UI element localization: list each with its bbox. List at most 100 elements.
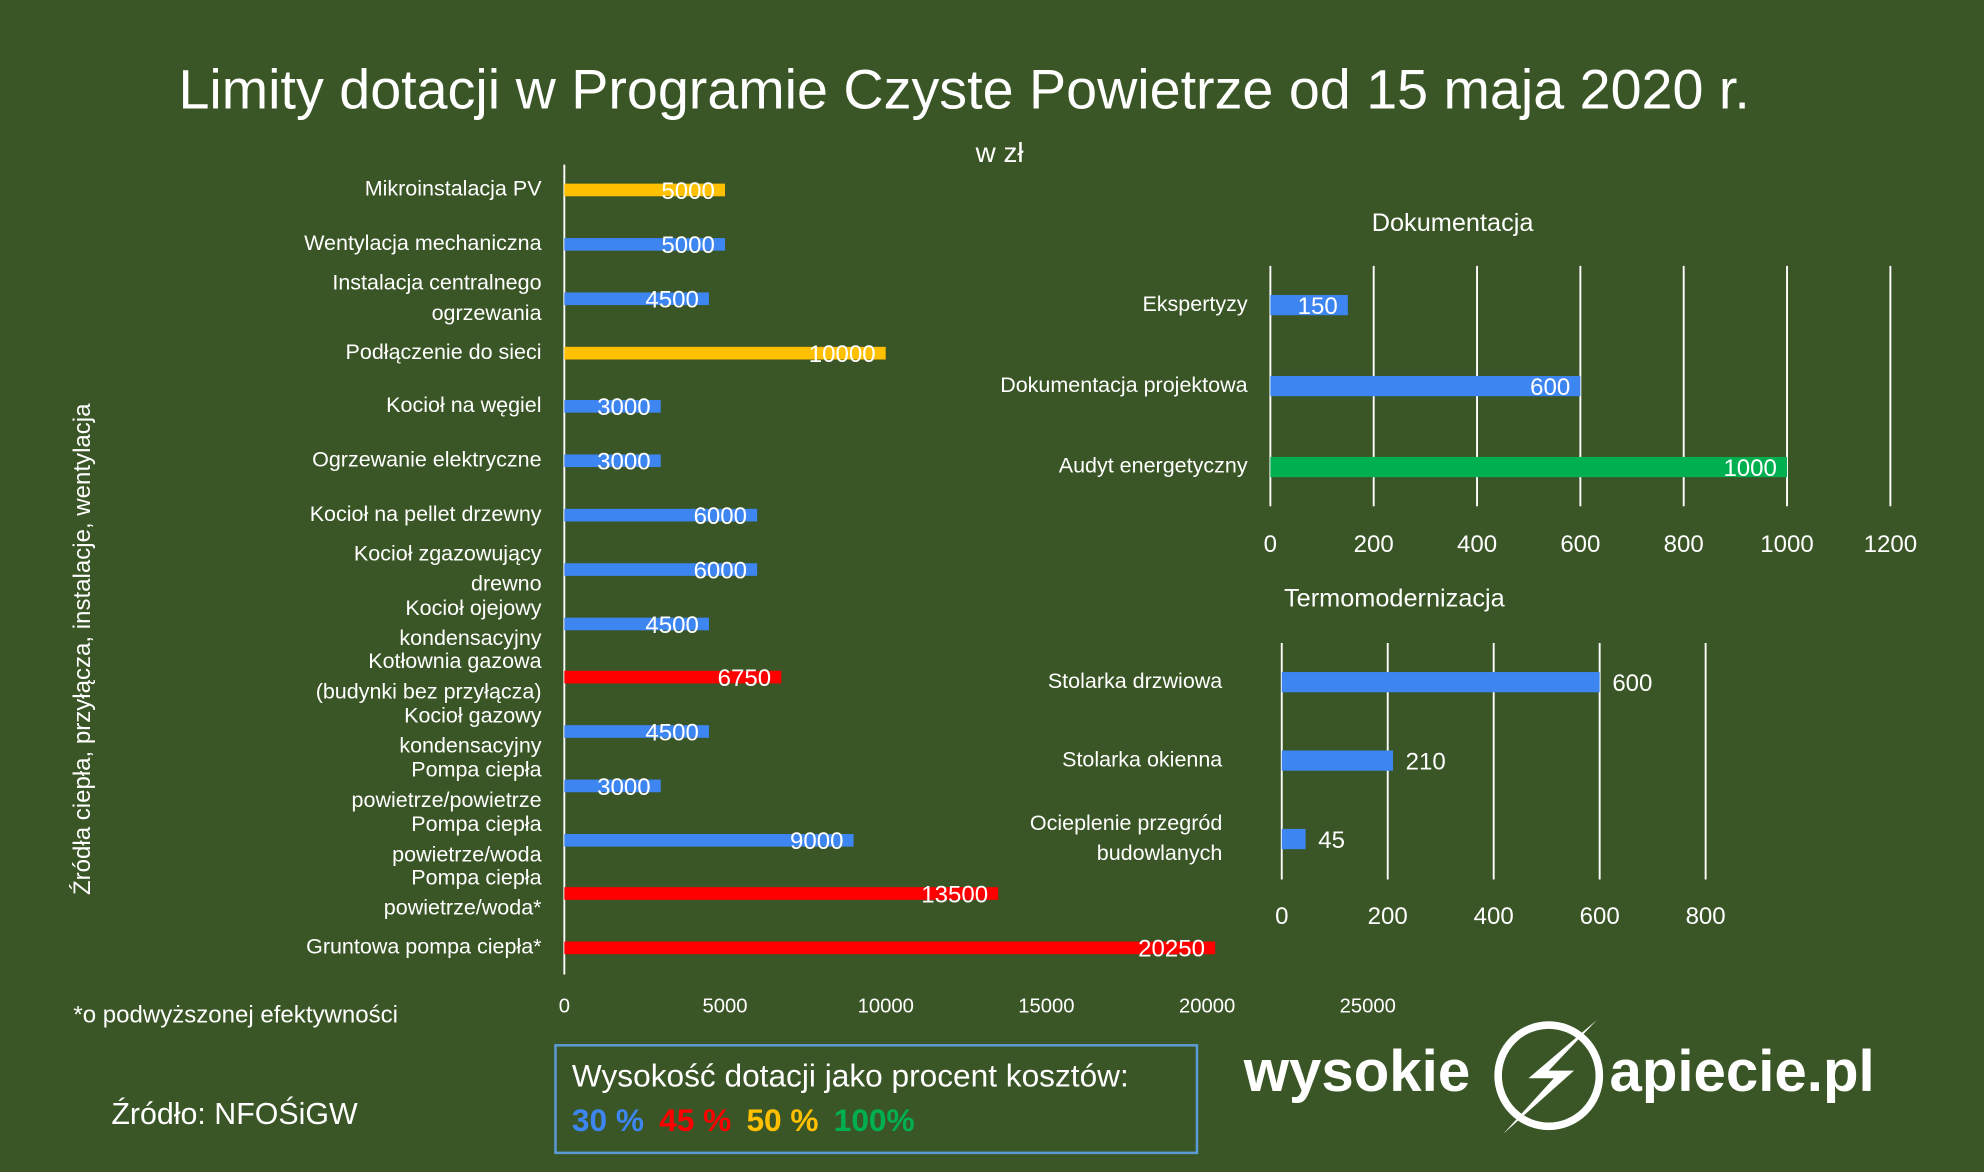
bar	[1281, 672, 1600, 693]
data-label: 4500	[645, 287, 698, 314]
logo-left: wysokie	[1243, 1039, 1470, 1104]
x-tick-label: 0	[1264, 531, 1277, 558]
x-tick-label: 600	[1580, 903, 1620, 930]
data-label: 45	[1318, 827, 1345, 854]
x-tick-label: 600	[1560, 531, 1600, 558]
bar	[564, 725, 709, 738]
x-tick-label: 0	[559, 996, 570, 1018]
data-label: 13500	[921, 881, 988, 908]
category-label: Ekspertyzy	[1142, 292, 1247, 316]
bar	[564, 563, 758, 576]
logo-icon	[1494, 1020, 1604, 1134]
category-label: Podłączenie do sieci	[346, 340, 542, 364]
category-label: Pompa ciepła powietrze/woda	[392, 812, 541, 866]
data-label: 6000	[694, 503, 747, 530]
category-label: Ogrzewanie elektryczne	[312, 447, 541, 471]
legend-title: Wysokość dotacji jako procent kosztów:	[572, 1058, 1129, 1094]
data-label: 4500	[645, 719, 698, 746]
bar	[564, 941, 1216, 955]
category-label: Mikroinstalacja PV	[365, 177, 542, 201]
data-label: 150	[1298, 293, 1338, 320]
category-label: Kocioł ojejowy kondensacyjny	[399, 595, 541, 649]
bar	[564, 238, 726, 251]
chart-title: Dokumentacja	[1372, 209, 1535, 237]
bar	[564, 617, 709, 631]
x-tick-label: 5000	[703, 996, 748, 1018]
category-label: Stolarka okienna	[1062, 747, 1222, 771]
data-label: 3000	[597, 394, 650, 421]
data-label: 6000	[694, 557, 747, 584]
data-label: 1000	[1723, 455, 1776, 482]
bar	[564, 292, 709, 306]
x-tick-label: 20000	[1179, 996, 1235, 1018]
x-tick-label: 10000	[858, 996, 914, 1018]
subtitle: w zł	[975, 137, 1024, 168]
x-tick-label: 200	[1368, 903, 1408, 930]
legend-item: 100%	[834, 1102, 915, 1138]
chart-title: Termomodernizacja	[1284, 585, 1506, 613]
bar	[564, 183, 726, 197]
data-label: 600	[1612, 670, 1652, 697]
x-tick-label: 400	[1474, 903, 1514, 930]
bar	[564, 670, 782, 684]
x-tick-label: 25000	[1340, 996, 1396, 1018]
x-tick-label: 15000	[1018, 996, 1074, 1018]
bar	[564, 887, 999, 900]
x-tick-label: 400	[1457, 531, 1497, 558]
source: Źródło: NFOŚiGW	[111, 1097, 358, 1131]
bar	[564, 400, 661, 413]
bar	[564, 508, 758, 522]
y-axis-label: Źródła ciepła, przyłącza, instalacje, we…	[69, 403, 96, 895]
bar	[1281, 750, 1394, 771]
x-tick-label: 1200	[1864, 531, 1917, 558]
category-label: Pompa ciepła powietrze/woda*	[384, 865, 542, 919]
bar	[564, 346, 886, 360]
title: Limity dotacji w Programie Czyste Powiet…	[178, 58, 1749, 120]
bar	[1270, 456, 1788, 478]
data-label: 5000	[661, 178, 714, 205]
category-label: Kocioł na pellet drzewny	[310, 502, 542, 526]
legend-item: 45 %	[659, 1102, 731, 1138]
category-label: Kocioł na węgiel	[386, 393, 541, 417]
category-label: Instalacja centralnego ogrzewania	[332, 270, 541, 324]
data-label: 4500	[645, 612, 698, 639]
x-tick-label: 200	[1354, 531, 1394, 558]
data-label: 20250	[1138, 936, 1205, 963]
legend-item: 30 %	[572, 1102, 644, 1138]
category-label: Stolarka drzwiowa	[1048, 669, 1222, 693]
footnote: *o podwyższonej efektywności	[73, 1002, 398, 1029]
category-label: Kocioł zgazowujący drewno	[354, 541, 542, 595]
category-label: Pompa ciepła powietrze/powietrze	[352, 757, 542, 811]
x-tick-label: 800	[1664, 531, 1704, 558]
category-label: Kotłownia gazowa (budynki bez przyłącza)	[316, 649, 542, 703]
data-label: 9000	[790, 828, 843, 855]
data-label: 3000	[597, 774, 650, 801]
bar	[1281, 828, 1306, 850]
category-label: Wentylacja mechaniczna	[304, 231, 541, 255]
category-label: Dokumentacja projektowa	[1000, 373, 1247, 397]
bar	[1270, 375, 1581, 397]
category-label: Gruntowa pompa ciepła*	[306, 935, 542, 959]
x-tick-label: 1000	[1760, 531, 1813, 558]
x-tick-label: 0	[1275, 903, 1288, 930]
data-label: 10000	[809, 341, 876, 368]
data-label: 3000	[597, 449, 650, 476]
bar	[564, 779, 661, 793]
logo-right: apiecie.pl	[1609, 1039, 1874, 1104]
data-label: 6750	[718, 665, 771, 692]
bar	[564, 454, 661, 468]
category-label: Audyt energetyczny	[1059, 454, 1248, 478]
x-tick-label: 800	[1686, 903, 1726, 930]
data-label: 5000	[661, 232, 714, 259]
bar	[1270, 294, 1348, 316]
legend-box	[554, 1044, 1199, 1155]
legend-item: 50 %	[746, 1102, 818, 1138]
data-label: 600	[1530, 374, 1570, 401]
bar	[564, 834, 854, 847]
category-label: Kocioł gazowy kondensacyjny	[399, 703, 541, 757]
data-label: 210	[1406, 748, 1446, 775]
category-label: Ocieplenie przegród budowlanych	[1030, 811, 1222, 865]
